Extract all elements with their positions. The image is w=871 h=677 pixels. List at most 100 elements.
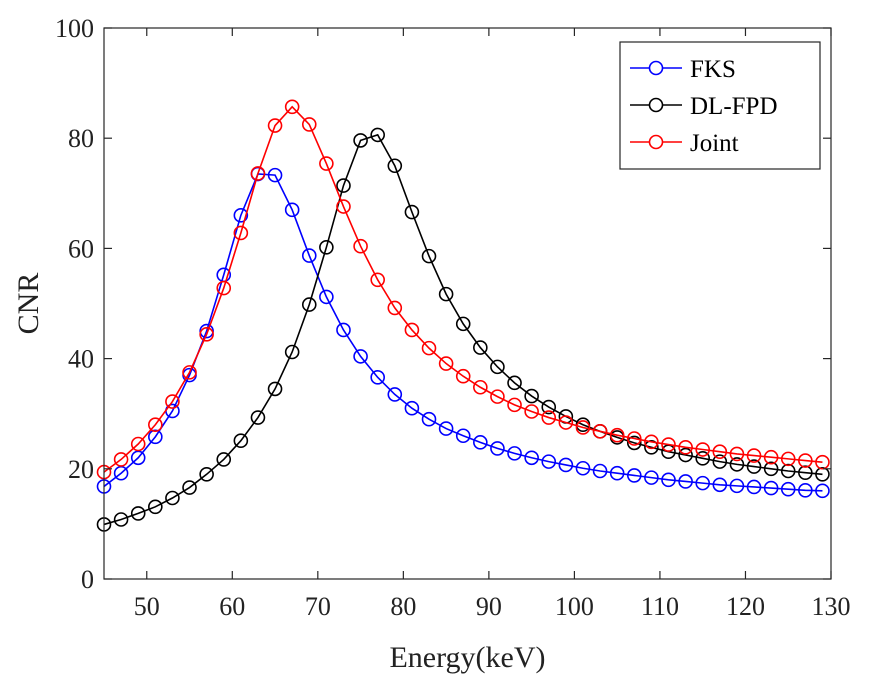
data-point-dl-fpd bbox=[182, 480, 197, 495]
x-tick-label: 90 bbox=[476, 592, 502, 621]
data-point-dl-fpd bbox=[524, 388, 539, 404]
data-point-joint bbox=[216, 280, 232, 296]
data-point-joint bbox=[404, 322, 420, 338]
x-tick-label: 70 bbox=[305, 592, 331, 621]
data-point-joint bbox=[353, 238, 368, 254]
data-point-joint bbox=[661, 437, 676, 452]
x-tick-label: 60 bbox=[219, 592, 245, 621]
data-point-dl-fpd bbox=[404, 204, 420, 220]
series-dl-fpd bbox=[96, 127, 830, 532]
data-point-joint bbox=[473, 379, 488, 395]
data-point-fks bbox=[592, 463, 608, 479]
data-point-dl-fpd bbox=[780, 463, 796, 479]
data-point-joint bbox=[763, 449, 779, 465]
data-point-joint bbox=[250, 166, 266, 181]
data-point-fks bbox=[404, 400, 420, 416]
data-point-joint bbox=[370, 272, 385, 288]
series-line-joint bbox=[103, 105, 823, 473]
data-point-joint bbox=[182, 365, 197, 380]
data-point-joint bbox=[507, 397, 522, 413]
data-point-joint bbox=[267, 118, 283, 133]
data-point-joint bbox=[387, 300, 403, 316]
data-point-fks bbox=[148, 429, 163, 445]
data-point-fks bbox=[336, 322, 351, 338]
data-point-dl-fpd bbox=[336, 178, 351, 193]
data-point-dl-fpd bbox=[165, 490, 180, 506]
data-point-fks bbox=[473, 435, 488, 450]
data-point-fks bbox=[387, 387, 403, 402]
data-point-joint bbox=[455, 368, 471, 384]
data-point-dl-fpd bbox=[301, 297, 317, 312]
data-point-dl-fpd bbox=[746, 459, 762, 474]
y-tick-label: 100 bbox=[55, 14, 94, 43]
x-tick-label: 50 bbox=[134, 592, 160, 621]
data-point-joint bbox=[678, 440, 693, 455]
data-point-dl-fpd bbox=[370, 127, 385, 143]
series-line-dl-fpd bbox=[103, 133, 823, 526]
legend: FKS DL-FPD Joint bbox=[619, 41, 821, 170]
legend-marker-fks bbox=[648, 60, 664, 76]
y-tick-label: 40 bbox=[68, 345, 94, 374]
series-line-fks bbox=[103, 173, 823, 492]
data-point-joint bbox=[592, 424, 608, 439]
data-point-fks bbox=[455, 428, 471, 444]
data-point-joint bbox=[284, 99, 300, 115]
data-point-joint bbox=[165, 394, 180, 409]
data-point-joint bbox=[199, 327, 214, 342]
data-point-fks bbox=[490, 441, 505, 456]
data-point-dl-fpd bbox=[233, 433, 249, 448]
x-axis: 50 60 70 80 90 100 110 120 130 bbox=[134, 28, 851, 621]
data-point-fks bbox=[729, 478, 745, 494]
data-point-fks bbox=[678, 474, 693, 489]
data-point-dl-fpd bbox=[216, 452, 232, 467]
data-point-joint bbox=[729, 446, 745, 462]
data-point-fks bbox=[644, 470, 659, 485]
data-point-dl-fpd bbox=[695, 451, 711, 466]
data-point-fks bbox=[301, 248, 317, 263]
data-point-dl-fpd bbox=[815, 467, 830, 482]
data-point-dl-fpd bbox=[148, 499, 163, 515]
x-axis-title: Energy(keV) bbox=[389, 641, 545, 674]
x-tick-label: 100 bbox=[555, 592, 594, 621]
x-tick-label: 110 bbox=[641, 592, 679, 621]
data-point-fks bbox=[438, 421, 454, 436]
data-point-joint bbox=[524, 404, 539, 419]
data-point-joint bbox=[558, 415, 574, 430]
data-point-dl-fpd bbox=[541, 399, 557, 415]
data-point-fks bbox=[815, 483, 830, 499]
data-point-dl-fpd bbox=[113, 512, 129, 527]
data-point-dl-fpd bbox=[644, 440, 659, 455]
data-point-dl-fpd bbox=[353, 133, 368, 148]
legend-label-fks: FKS bbox=[690, 56, 736, 83]
y-axis: 0 20 40 60 80 100 bbox=[55, 14, 831, 594]
x-tick-label: 120 bbox=[726, 592, 765, 621]
data-point-joint bbox=[575, 420, 591, 435]
y-tick-label: 0 bbox=[81, 565, 94, 594]
data-point-dl-fpd bbox=[199, 467, 214, 482]
data-point-joint bbox=[541, 410, 557, 425]
data-point-joint bbox=[746, 448, 762, 463]
data-point-dl-fpd bbox=[626, 435, 642, 451]
series-joint bbox=[96, 99, 830, 480]
data-point-joint bbox=[780, 451, 796, 467]
data-point-joint bbox=[233, 225, 249, 241]
data-point-dl-fpd bbox=[438, 286, 454, 302]
data-point-dl-fpd bbox=[473, 340, 488, 355]
data-point-joint bbox=[113, 452, 129, 467]
series-layer bbox=[96, 99, 830, 532]
data-point-joint bbox=[815, 454, 830, 470]
data-point-dl-fpd bbox=[387, 158, 403, 174]
data-point-joint bbox=[609, 427, 625, 443]
y-axis-title: CNR bbox=[12, 273, 45, 335]
x-tick-label: 130 bbox=[812, 592, 851, 621]
data-point-dl-fpd bbox=[455, 316, 471, 332]
data-point-joint bbox=[421, 340, 437, 356]
data-point-joint bbox=[130, 436, 146, 452]
data-point-joint bbox=[438, 356, 454, 371]
data-point-dl-fpd bbox=[490, 359, 505, 375]
data-point-joint bbox=[798, 453, 813, 468]
y-tick-label: 60 bbox=[68, 234, 94, 263]
data-point-fks bbox=[780, 481, 796, 497]
data-point-joint bbox=[644, 434, 659, 450]
